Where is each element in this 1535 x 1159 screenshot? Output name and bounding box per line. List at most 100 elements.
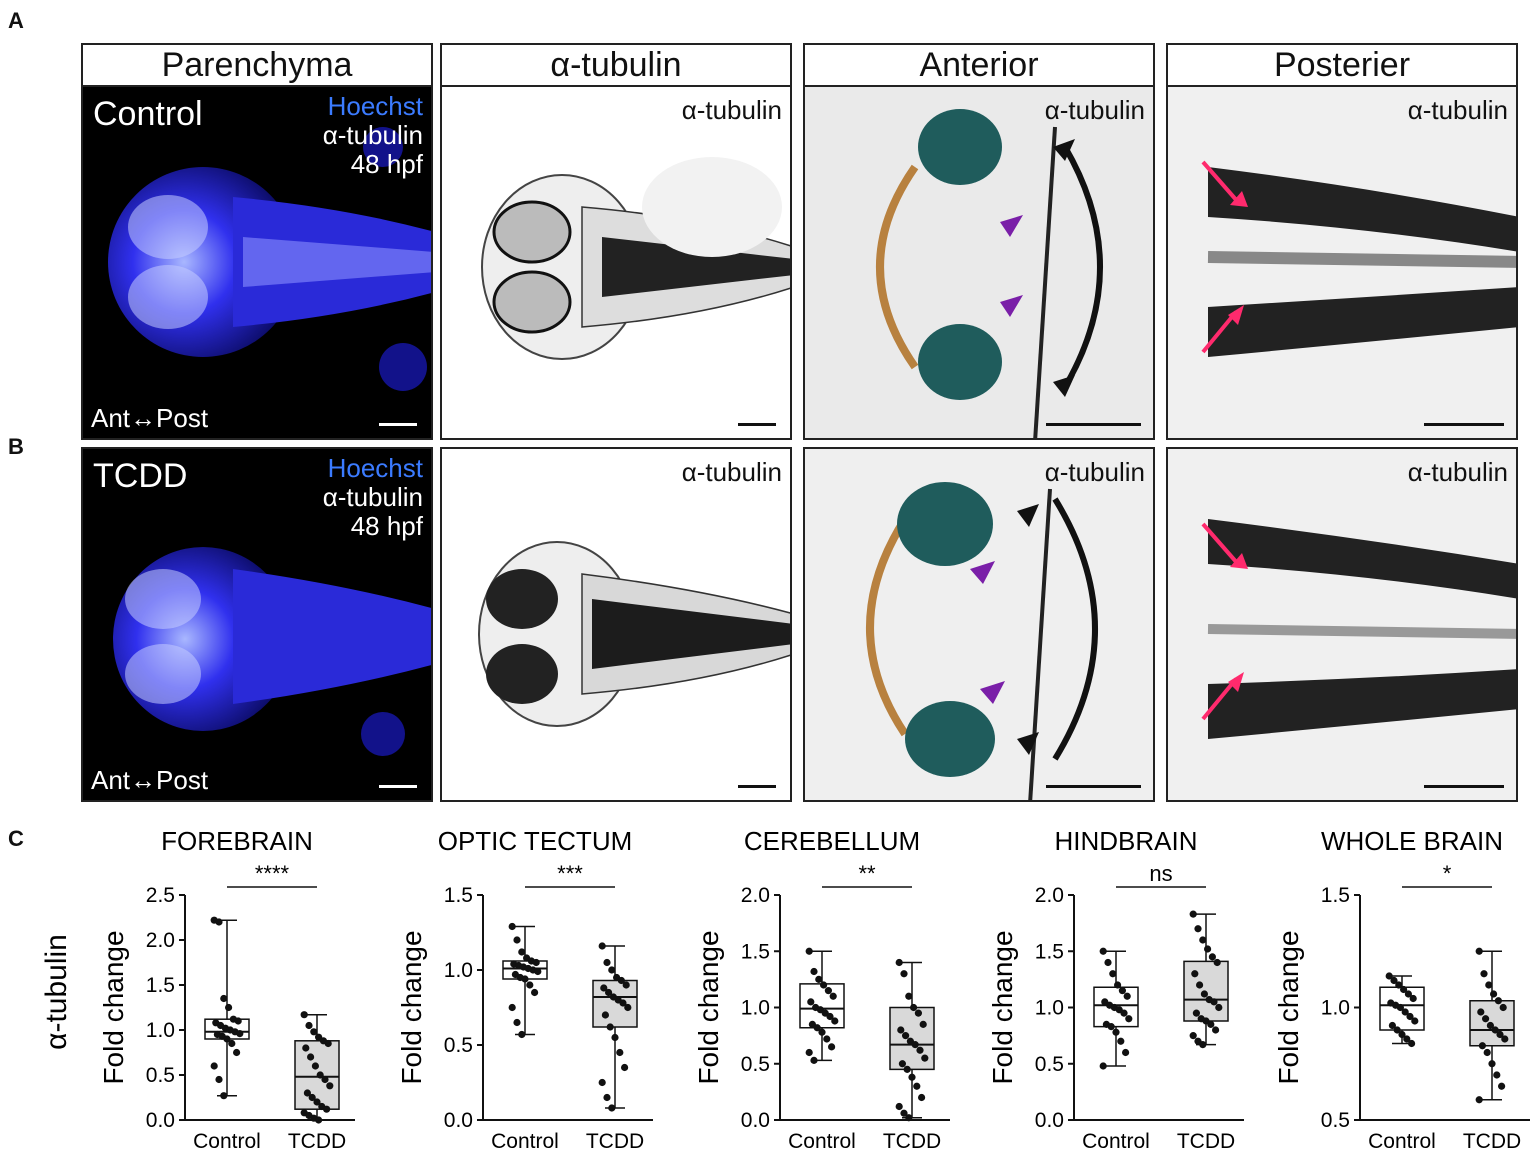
- y-tick-label: 1.5: [741, 940, 770, 963]
- data-point: [598, 942, 606, 950]
- stain-tubulin-label: α-tubulin: [322, 120, 423, 150]
- data-point: [531, 988, 539, 997]
- data-point: [311, 1062, 319, 1070]
- image-tcdd-parenchyma: TCDD Hoechst α-tubulin 48 hpf Ant↔Post: [81, 447, 433, 802]
- data-point: [220, 994, 228, 1003]
- data-point: [215, 1075, 223, 1084]
- data-point: [826, 1012, 834, 1021]
- stain-hoechst-label: Hoechst: [327, 91, 423, 121]
- inset-label: α-tubulin: [681, 457, 782, 487]
- scale-bar: [738, 785, 776, 788]
- data-point: [233, 1048, 241, 1057]
- data-point: [605, 988, 613, 997]
- stain-tubulin-label: α-tubulin: [322, 482, 423, 512]
- data-point: [608, 966, 616, 974]
- data-point: [508, 1003, 516, 1012]
- brain-fluorescence-illustration: [113, 547, 431, 756]
- data-point: [1099, 1062, 1107, 1070]
- x-tick-label: Control: [193, 1130, 261, 1153]
- header-alpha-tubulin: α-tubulin: [440, 43, 792, 85]
- data-point: [228, 1039, 236, 1048]
- data-point: [818, 1028, 826, 1036]
- image-control-tubulin: α-tubulin: [440, 85, 792, 440]
- scale-bar: [379, 785, 417, 788]
- data-point: [223, 1035, 231, 1043]
- data-point: [1390, 976, 1398, 985]
- data-point: [1107, 1023, 1115, 1031]
- y-tick-label: 2.0: [146, 929, 175, 952]
- data-point: [1478, 1042, 1486, 1050]
- y-axis-label: Fold change: [693, 930, 724, 1084]
- scale-bar: [379, 423, 417, 426]
- stage-label: 48 hpf: [350, 511, 423, 541]
- y-tick-label: 1.5: [1321, 884, 1350, 907]
- header-parenchyma: Parenchyma: [81, 43, 433, 85]
- inset-label: α-tubulin: [1407, 457, 1508, 487]
- data-point: [823, 1035, 831, 1043]
- data-point: [1496, 1030, 1504, 1039]
- data-point: [805, 947, 813, 955]
- data-point: [617, 976, 626, 985]
- data-point: [1385, 972, 1393, 980]
- y-axis-label: Fold change: [396, 930, 427, 1084]
- data-point: [1490, 990, 1498, 998]
- x-tick-label: TCDD: [1463, 1130, 1521, 1153]
- y-axis-label: Fold change: [987, 930, 1018, 1084]
- y-tick-label: 1.5: [146, 974, 175, 997]
- data-point: [1486, 1021, 1494, 1030]
- chart-title: OPTIC TECTUM: [438, 826, 633, 856]
- data-point: [308, 1093, 316, 1102]
- y-tick-label: 2.0: [1035, 884, 1064, 907]
- data-point: [905, 1114, 913, 1122]
- x-tick-label: TCDD: [1177, 1130, 1235, 1153]
- data-point: [518, 948, 526, 956]
- data-point: [918, 1093, 926, 1102]
- anterior-detail-illustration: [805, 87, 1153, 438]
- data-point: [828, 1043, 836, 1051]
- data-point: [1192, 1009, 1200, 1017]
- data-point: [1499, 1003, 1507, 1012]
- data-point: [916, 1046, 924, 1054]
- y-tick-label: 0.5: [1321, 1109, 1350, 1132]
- y-tick-label: 0.0: [1035, 1109, 1064, 1132]
- y-tick-label: 0.5: [146, 1064, 175, 1087]
- data-point: [303, 1089, 311, 1097]
- y-tick-label: 1.0: [444, 959, 473, 982]
- data-point: [1125, 1015, 1133, 1023]
- y-tick-label: 0.5: [444, 1034, 473, 1057]
- data-point: [1396, 1003, 1404, 1012]
- data-point: [508, 922, 516, 931]
- panel-letter-c: C: [8, 826, 24, 851]
- data-point: [1120, 1009, 1128, 1017]
- data-point: [1475, 1096, 1483, 1104]
- data-point: [820, 981, 828, 989]
- data-point: [1194, 925, 1202, 933]
- data-point: [1210, 998, 1218, 1006]
- data-point: [1189, 1032, 1197, 1040]
- significance-label: ****: [255, 861, 290, 886]
- data-point: [1212, 1026, 1220, 1034]
- data-point: [895, 1102, 903, 1111]
- data-point: [1189, 910, 1197, 918]
- data-point: [616, 1048, 624, 1057]
- data-point: [624, 1003, 632, 1012]
- image-control-parenchyma: Control Hoechst α-tubulin 48 hpf Ant↔Pos…: [81, 85, 433, 440]
- header-posterier: Posterier: [1166, 43, 1518, 85]
- inset-label: α-tubulin: [1407, 95, 1508, 125]
- data-point: [1408, 1039, 1416, 1048]
- data-point: [903, 1065, 911, 1073]
- data-point: [1475, 947, 1483, 955]
- data-point: [316, 1071, 324, 1079]
- data-point: [914, 1009, 923, 1017]
- data-point: [310, 1028, 318, 1036]
- axis-label: Ant↔Post: [91, 765, 209, 795]
- data-point: [518, 1030, 526, 1039]
- condition-label: Control: [93, 95, 203, 133]
- y-tick-label: 1.0: [146, 1019, 175, 1042]
- data-point: [1117, 1037, 1125, 1045]
- data-point: [824, 987, 833, 995]
- data-point: [313, 1098, 321, 1106]
- data-point: [621, 1063, 629, 1072]
- data-point: [805, 1048, 813, 1057]
- y-tick-label: 1.0: [1035, 997, 1064, 1020]
